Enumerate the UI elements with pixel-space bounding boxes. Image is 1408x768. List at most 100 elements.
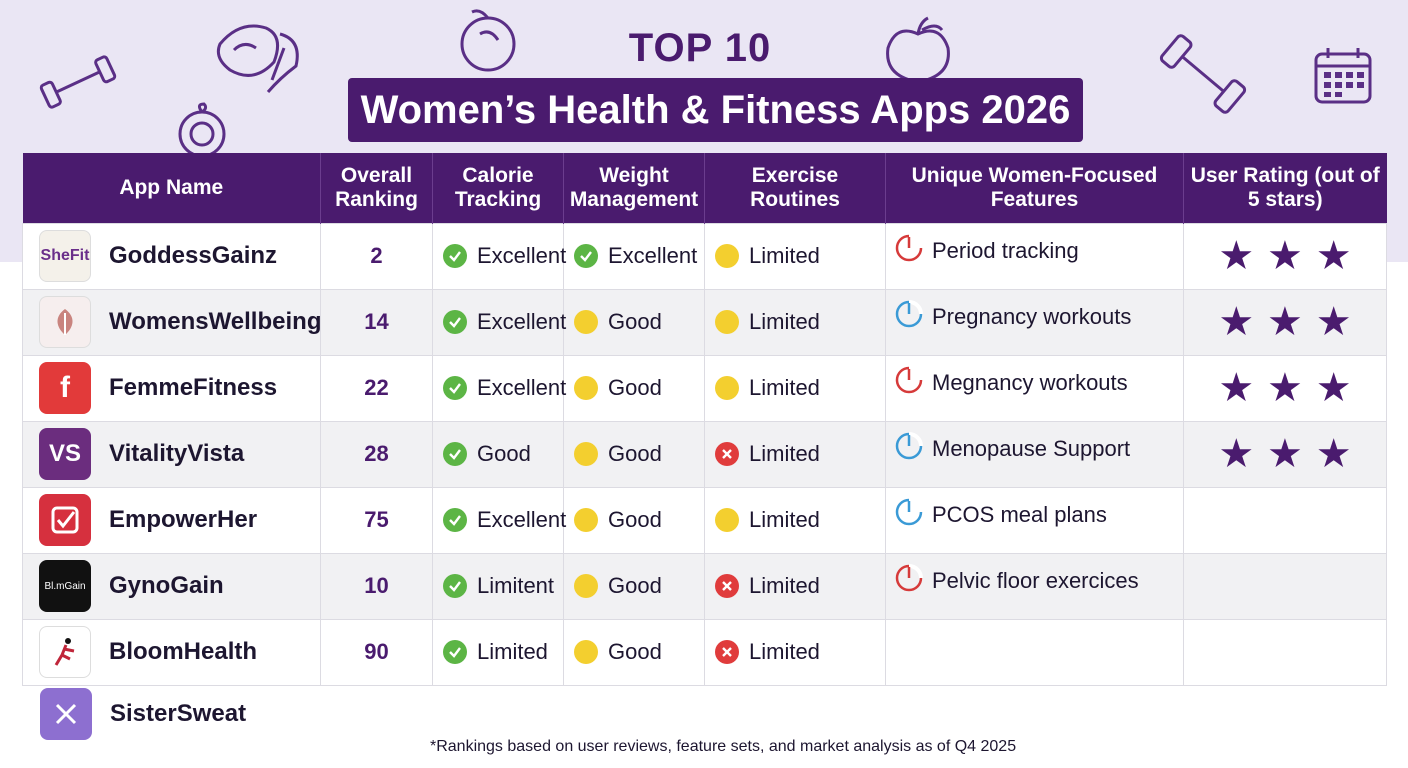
weight-management-cell: Good [563,288,705,356]
apple-icon [450,6,526,74]
exercise-routines-cell: Limited [704,486,886,554]
user-rating-cell: ★ ★ ★ [1183,222,1387,290]
overall-ranking-value: 90 [320,618,433,686]
weight-management-value: Good [608,507,662,532]
exercise-routines-cell: Limited [704,354,886,422]
user-rating-cell: ★ ★ ★ [1183,420,1387,488]
overall-ranking-value: 2 [320,222,433,290]
weight-management-value: Good [608,441,662,466]
star-icon: ★ [1315,300,1352,344]
weight-management-value: Good [608,309,662,334]
app-icon-text: Bl.mGain [44,580,86,592]
overall-ranking-value: 22 [320,354,433,422]
feature-cell: Megnancy workouts [885,354,1184,422]
calorie-tracking-cell: Limited [432,618,564,686]
user-rating-cell [1183,618,1387,686]
progress-ring-icon [894,299,924,335]
weight-management-cell: Good [563,552,705,620]
calorie-tracking-value: Excellent [477,375,567,400]
feature-label: Period tracking [932,238,1079,263]
calorie-tracking-cell: Excellent [432,354,567,422]
weight-management-value: Good [608,639,662,664]
progress-ring-icon [894,233,924,269]
check-circle-icon [443,508,467,532]
app-name: GynoGain [109,572,224,599]
yellow-dot-icon [715,508,739,532]
dumbbell-icon [1150,24,1256,124]
fruit-icon [172,102,232,158]
app-name: SisterSweat [110,700,247,727]
star-icon: ★ [1267,366,1303,410]
overall-ranking-value: 75 [320,486,433,554]
column-header-unique-features: Unique Women-Focused Features [885,153,1184,223]
calorie-tracking-cell: Excellent [432,486,567,554]
table-row: f FemmeFitness 22 Excellent Good Limited Megna… [22,354,1387,422]
yellow-dot-icon [574,640,598,664]
calorie-tracking-value: Excellent [477,309,567,334]
comparison-table: App Name Overall Ranking Calorie Trackin… [22,153,1387,686]
weight-management-value: Good [608,573,662,598]
exercise-routines-value: Limited [749,573,820,598]
star-icon: ★ [1315,366,1352,410]
feature-cell: Pregnancy workouts [885,288,1184,356]
gynogain-app-icon: Bl.mGain [39,560,91,612]
exercise-routines-cell: Limited [704,222,886,290]
user-rating-cell: ★ ★ ★ [1183,354,1387,422]
yellow-dot-icon [574,574,598,598]
exercise-routines-value: Limited [749,441,820,466]
progress-ring-icon [894,431,924,467]
exercise-routines-cell: Limited [704,420,886,488]
feature-label: Menopause Support [932,436,1131,461]
dumbbell-icon [36,52,120,112]
feature-label: PCOS meal plans [932,502,1107,527]
check-circle-icon [574,244,598,268]
feature-label: Pelvic floor exercices [932,568,1139,593]
food-plate-icon [210,14,310,100]
user-rating-cell [1183,552,1387,620]
star-icon: ★ [1218,432,1255,476]
check-circle-icon [443,244,467,268]
exercise-routines-cell: Limited [704,288,886,356]
exercise-routines-cell: Limited [704,552,886,620]
app-name-cell: SheFit GoddessGainz [22,222,321,290]
calorie-tracking-cell: Good [432,420,564,488]
yellow-dot-icon [574,376,598,400]
feature-cell: Menopause Support [885,420,1184,488]
app-name: BloomHealth [109,638,258,665]
column-header-overall-ranking: Overall Ranking [320,153,433,223]
weight-management-cell: Excellent [563,222,705,290]
app-icon-text: f [60,371,70,404]
femmefitness-app-icon: f [39,362,91,414]
feature-cell: PCOS meal plans [885,486,1184,554]
progress-ring-icon [894,563,924,599]
app-name-cell: EmpowerHer [22,486,321,554]
overall-ranking-value: 14 [320,288,433,356]
exercise-routines-cell: Limited [704,618,886,686]
app-icon-text: VS [48,440,81,467]
weight-management-value: Good [608,375,662,400]
feature-label: Megnancy workouts [932,370,1128,395]
calorie-tracking-value: Excellent [477,243,567,268]
user-rating-cell: ★ ★ ★ [1183,288,1387,356]
table-row: EmpowerHer 75 Excellent Good Limited PCOS mea… [22,486,1387,554]
header-kicker: TOP 10 [628,26,772,70]
exercise-routines-value: Limited [749,639,820,664]
feature-label: Pregnancy workouts [932,304,1132,329]
calorie-tracking-value: Excellent [477,507,567,532]
overall-ranking-value: 10 [320,552,433,620]
weight-management-cell: Good [563,420,705,488]
calorie-tracking-cell: Limitent [432,552,564,620]
table-row: VS VitalityVista 28 Good Good Limited Menopaus… [22,420,1387,488]
feature-cell: Pelvic floor exercices [885,552,1184,620]
app-name-cell: BloomHealth [22,618,321,686]
table-row: SheFit GoddessGainz 2 Excellent Excellent Lim… [22,222,1387,290]
calorie-tracking-value: Good [477,441,531,466]
app-name: GoddessGainz [109,242,278,269]
app-icon-text: SheFit [40,247,90,264]
column-header-exercise-routines: Exercise Routines [704,153,886,223]
check-circle-icon [443,310,467,334]
user-rating-cell [1183,486,1387,554]
exercise-routines-value: Limited [749,309,820,334]
app-name: WomensWellbeing [109,308,322,335]
check-circle-icon [443,640,467,664]
